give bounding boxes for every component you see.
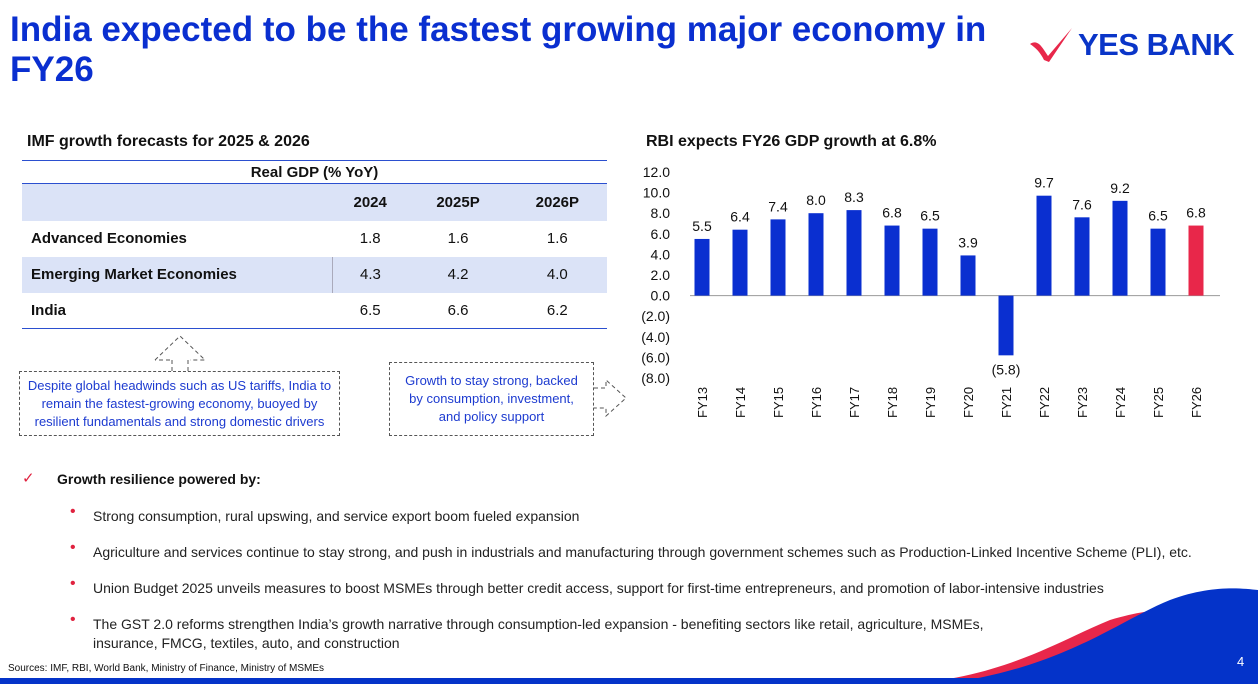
table-row: India 6.5 6.6 6.2 (31, 301, 568, 319)
x-tick-label: FY15 (771, 387, 786, 418)
x-tick-label: FY20 (961, 387, 976, 418)
bar-FY23 (1074, 217, 1090, 296)
y-tick-label: 4.0 (651, 246, 671, 262)
bar-FY13 (694, 238, 710, 296)
bar-FY15 (770, 219, 786, 296)
bar-FY16 (808, 213, 824, 296)
arrow-right-icon (594, 378, 627, 418)
x-tick-label: FY16 (809, 387, 824, 418)
bar-FY17 (846, 210, 862, 296)
data-label: 6.4 (730, 209, 750, 225)
bar-FY19 (922, 228, 938, 296)
y-tick-label: 0.0 (651, 288, 671, 304)
col-header: 2024 (332, 183, 409, 221)
list-item: Strong consumption, rural upswing, and s… (93, 508, 580, 524)
x-tick-label: FY22 (1037, 387, 1052, 418)
yes-bank-logo: YES BANK (1028, 26, 1235, 64)
footer-wave (0, 588, 1258, 684)
page-number: 4 (1237, 654, 1245, 669)
bar-FY20 (960, 255, 976, 296)
callout-growth: Growth to stay strong, backed by consump… (389, 362, 594, 436)
table-row: Advanced Economies 1.8 1.6 1.6 (31, 230, 568, 247)
data-label: 6.5 (1148, 208, 1168, 224)
data-label: 5.5 (692, 218, 712, 234)
x-tick-label: FY14 (733, 387, 748, 418)
bar-FY24 (1112, 200, 1128, 296)
data-label: 7.6 (1072, 196, 1092, 212)
bullet-icon: • (70, 503, 76, 520)
data-label: 6.8 (1186, 205, 1206, 221)
chart-title: RBI expects FY26 GDP growth at 6.8% (646, 133, 937, 150)
y-tick-label: (6.0) (641, 349, 670, 365)
table-heading: IMF growth forecasts for 2025 & 2026 (27, 133, 310, 150)
resilience-heading: Growth resilience powered by: (57, 471, 261, 487)
arrow-up-icon (154, 335, 207, 374)
data-label: 3.9 (958, 234, 978, 250)
x-tick-label: FY24 (1113, 387, 1128, 418)
data-label: 6.5 (920, 208, 940, 224)
bar-FY22 (1036, 195, 1052, 296)
x-tick-label: FY13 (695, 387, 710, 418)
x-tick-label: FY21 (999, 387, 1014, 418)
checkmark-icon (1030, 28, 1072, 62)
list-item: The GST 2.0 reforms strengthen India’s g… (93, 616, 984, 651)
page-title: India expected to be the fastest growing… (10, 10, 987, 89)
check-icon: ✓ (22, 470, 35, 487)
imf-forecast-table: Real GDP (% YoY) 2024 2025P 2026P Advanced… (22, 160, 607, 329)
gdp-bar-chart: 12.0 10.0 8.0 6.0 4.0 2.0 0.0 (2.0) (4.0) (6.0) (8… (641, 164, 1220, 418)
y-tick-label: (2.0) (641, 308, 670, 324)
data-label: 8.3 (844, 189, 864, 205)
bar-FY21 (998, 295, 1014, 356)
col-header: 2026P (507, 183, 607, 221)
data-label: 7.4 (768, 198, 788, 214)
bar-FY25 (1150, 228, 1166, 296)
data-label: 8.0 (806, 192, 826, 208)
y-tick-label: (4.0) (641, 329, 670, 345)
callout-headwinds: Despite global headwinds such as US tari… (19, 371, 340, 436)
y-tick-label: (8.0) (641, 370, 670, 386)
y-tick-label: 2.0 (651, 267, 671, 283)
bullet-icon: • (70, 611, 76, 628)
x-tick-label: FY18 (885, 387, 900, 418)
list-item: Agriculture and services continue to sta… (93, 544, 1192, 560)
x-tick-label: FY26 (1189, 387, 1204, 418)
bullet-icon: • (70, 539, 76, 556)
list-item: Union Budget 2025 unveils measures to bo… (93, 580, 1104, 596)
x-tick-label: FY19 (923, 387, 938, 418)
x-tick-label: FY25 (1151, 387, 1166, 418)
y-tick-label: 12.0 (643, 164, 670, 180)
data-label: 9.2 (1110, 180, 1130, 196)
x-tick-label: FY23 (1075, 387, 1090, 418)
data-label: 9.7 (1034, 175, 1054, 191)
table-caption: Real GDP (% YoY) (22, 160, 607, 184)
y-tick-label: 8.0 (651, 205, 671, 221)
bar-FY26 (1188, 225, 1204, 296)
x-tick-label: FY17 (847, 387, 862, 418)
y-tick-label: 6.0 (651, 226, 671, 242)
table-row: Emerging Market Economies 4.3 4.2 4.0 (22, 256, 607, 293)
y-tick-label: 10.0 (643, 185, 670, 201)
sources: Sources: IMF, RBI, World Bank, Ministry … (8, 663, 325, 674)
data-label: (5.8) (992, 361, 1021, 377)
data-label: 6.8 (882, 205, 902, 221)
bar-FY18 (884, 225, 900, 296)
bar-FY14 (732, 229, 748, 296)
col-header: 2025P (408, 183, 508, 221)
bullet-icon: • (70, 575, 76, 592)
